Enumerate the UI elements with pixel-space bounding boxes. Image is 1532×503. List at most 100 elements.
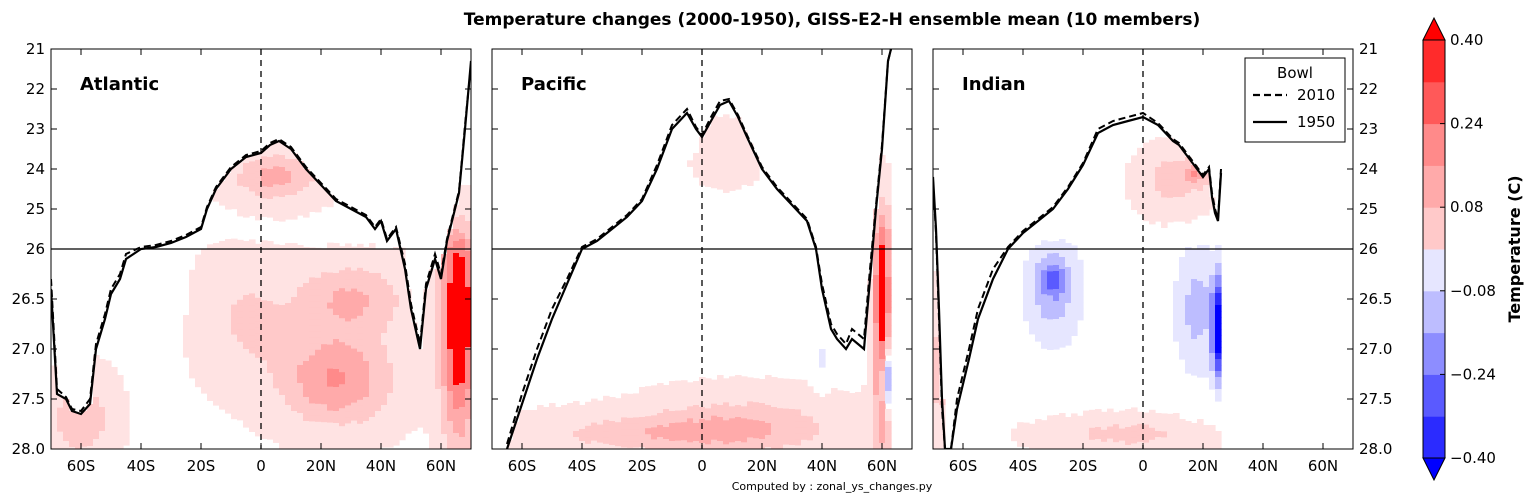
anomaly-cell (429, 407, 436, 414)
anomaly-cell (1191, 285, 1198, 292)
anomaly-cell (1203, 293, 1210, 300)
anomaly-cell (237, 341, 244, 349)
anomaly-cell (1125, 193, 1132, 200)
anomaly-cell (609, 421, 616, 428)
anomaly-cell (867, 423, 874, 430)
anomaly-cell (1191, 303, 1198, 310)
anomaly-cell (219, 295, 226, 302)
anomaly-cell (357, 435, 364, 443)
anomaly-cell (303, 337, 310, 344)
anomaly-cell (1185, 331, 1192, 338)
anomaly-cell (609, 439, 616, 446)
anomaly-cell (237, 359, 244, 367)
anomaly-cell (453, 253, 460, 260)
anomaly-cell (453, 397, 460, 404)
anomaly-cell (189, 353, 196, 361)
anomaly-cell (51, 437, 58, 445)
anomaly-cell (1065, 309, 1072, 316)
anomaly-cell (369, 447, 376, 449)
anomaly-cell (939, 447, 946, 449)
anomaly-cell (525, 446, 532, 449)
anomaly-cell (219, 187, 226, 194)
anomaly-cell (339, 276, 346, 283)
anomaly-cell (405, 331, 412, 338)
anomaly-cell (405, 343, 412, 350)
anomaly-cell (297, 353, 304, 360)
anomaly-cell (825, 393, 832, 401)
anomaly-cell (309, 175, 316, 182)
x-tick-label: 60S (508, 457, 537, 475)
anomaly-cell (369, 405, 376, 412)
anomaly-cell (531, 422, 538, 429)
anomaly-cell (699, 419, 706, 426)
anomaly-cell (327, 308, 334, 316)
anomaly-cell (1161, 221, 1168, 228)
footer-note: Computed by : zonal_ys_changes.py (732, 480, 933, 493)
anomaly-cell (297, 161, 304, 168)
anomaly-cell (1203, 347, 1210, 354)
anomaly-cell (741, 178, 748, 185)
anomaly-cell (687, 400, 694, 407)
anomaly-cell (1071, 425, 1078, 432)
anomaly-cell (1161, 161, 1168, 168)
anomaly-cell (1161, 191, 1168, 198)
anomaly-cell (663, 403, 670, 410)
anomaly-cell (345, 393, 352, 400)
anomaly-cell (249, 371, 256, 378)
anomaly-cell (255, 195, 262, 203)
anomaly-cell (1143, 166, 1150, 174)
anomaly-cell (723, 414, 730, 421)
anomaly-cell (561, 417, 568, 424)
anomaly-cell (255, 291, 262, 299)
anomaly-cell (1191, 309, 1198, 316)
anomaly-cell (879, 347, 886, 354)
anomaly-cell (357, 417, 364, 425)
anomaly-cell (183, 345, 190, 352)
anomaly-cell (753, 408, 760, 415)
anomaly-cell (885, 169, 892, 176)
anomaly-cell (207, 304, 214, 311)
y-tick-label-right: 27.5 (1359, 390, 1392, 408)
anomaly-cell (345, 375, 352, 382)
anomaly-cell (291, 405, 298, 412)
anomaly-cell (279, 425, 286, 432)
anomaly-cell (423, 313, 430, 320)
anomaly-cell (57, 419, 64, 427)
anomaly-cell (399, 379, 406, 387)
anomaly-cell (345, 405, 352, 412)
anomaly-cell (711, 445, 718, 449)
anomaly-cell (255, 405, 262, 413)
anomaly-cell (435, 299, 442, 306)
anomaly-cell (189, 365, 196, 373)
anomaly-cell (441, 302, 448, 309)
anomaly-cell (93, 427, 100, 434)
anomaly-cell (81, 446, 88, 449)
anomaly-cell (1143, 172, 1150, 180)
anomaly-cell (1203, 263, 1210, 270)
anomaly-cell (1131, 437, 1138, 444)
anomaly-cell (387, 375, 394, 382)
anomaly-cell (441, 398, 448, 405)
anomaly-cell (267, 289, 274, 296)
anomaly-cell (411, 334, 418, 341)
anomaly-cell (1185, 217, 1192, 224)
anomaly-cell (201, 357, 208, 364)
anomaly-cell (549, 439, 556, 446)
anomaly-cell (1167, 443, 1174, 449)
anomaly-cell (567, 433, 574, 440)
anomaly-cell (381, 315, 388, 322)
anomaly-cell (243, 199, 250, 206)
anomaly-cell (633, 435, 640, 442)
anomaly-cell (657, 407, 664, 414)
anomaly-cell (285, 249, 292, 256)
anomaly-cell (255, 321, 262, 329)
anomaly-cell (933, 355, 940, 362)
anomaly-cell (1059, 341, 1066, 348)
anomaly-cell (681, 416, 688, 423)
anomaly-cell (69, 441, 76, 448)
anomaly-cell (321, 260, 328, 267)
anomaly-cell (1197, 419, 1204, 426)
anomaly-cell (1179, 347, 1186, 354)
anomaly-cell (429, 383, 436, 390)
anomaly-cell (1011, 428, 1018, 436)
